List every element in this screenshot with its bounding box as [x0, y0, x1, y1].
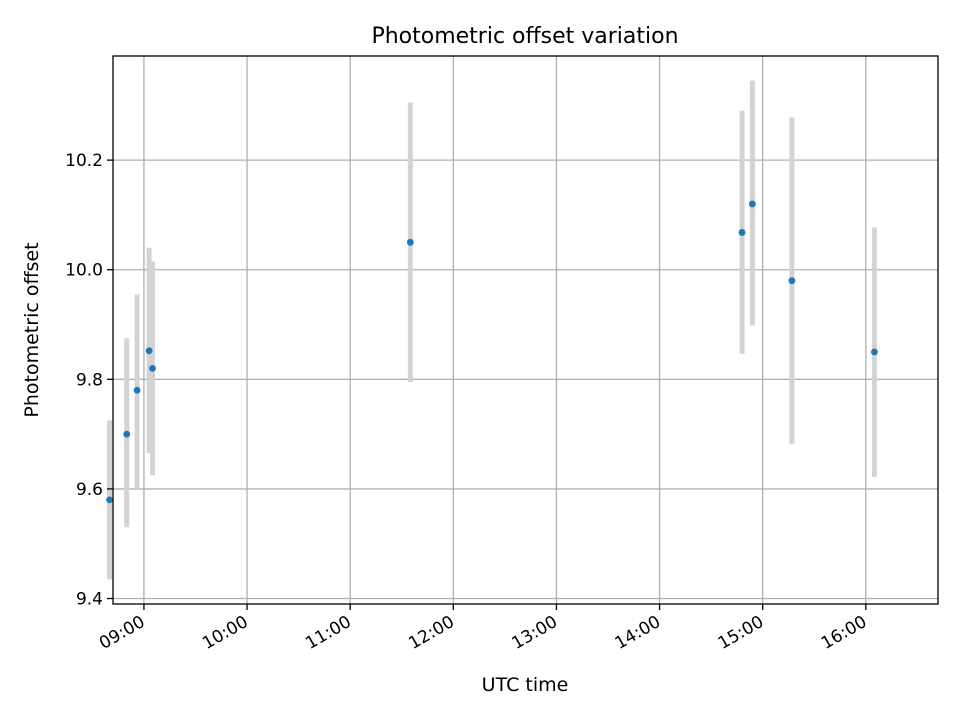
x-tick-label: 16:00: [818, 612, 870, 654]
x-axis-label: UTC time: [482, 674, 569, 696]
y-tick-label: 9.8: [76, 370, 103, 390]
data-point: [133, 386, 141, 394]
x-tick-label: 15:00: [715, 612, 767, 654]
y-tick-label: 10.2: [65, 151, 103, 171]
data-point: [145, 347, 153, 355]
y-tick-label: 10.0: [65, 261, 103, 281]
x-tick-label: 13:00: [509, 612, 561, 654]
y-tick-label: 9.6: [76, 480, 103, 500]
data-point: [871, 348, 878, 356]
y-tick-label: 9.4: [76, 590, 103, 610]
grid-lines: [113, 56, 938, 604]
data-point: [788, 277, 796, 285]
axis-ticks: 09:00 10:00 11:00 12:00 13:00 14:00 15:00 16:00…: [65, 151, 870, 654]
x-tick-label: 11:00: [302, 612, 354, 654]
data-point: [738, 229, 746, 236]
x-tick-label: 14:00: [612, 612, 664, 654]
data-point: [406, 238, 414, 246]
chart-title: Photometric offset variation: [371, 24, 678, 49]
x-tick-label: 10:00: [199, 612, 251, 654]
plot-frame: [112, 55, 939, 605]
data-points: [106, 200, 878, 504]
x-tick-label: 09:00: [96, 612, 148, 654]
data-point: [149, 364, 156, 372]
y-axis-label: Photometric offset: [21, 242, 43, 417]
x-tick-label: 12:00: [405, 612, 457, 654]
data-point: [106, 496, 113, 504]
data-point: [748, 200, 756, 208]
data-point: [123, 430, 131, 438]
error-bars: [107, 80, 877, 580]
